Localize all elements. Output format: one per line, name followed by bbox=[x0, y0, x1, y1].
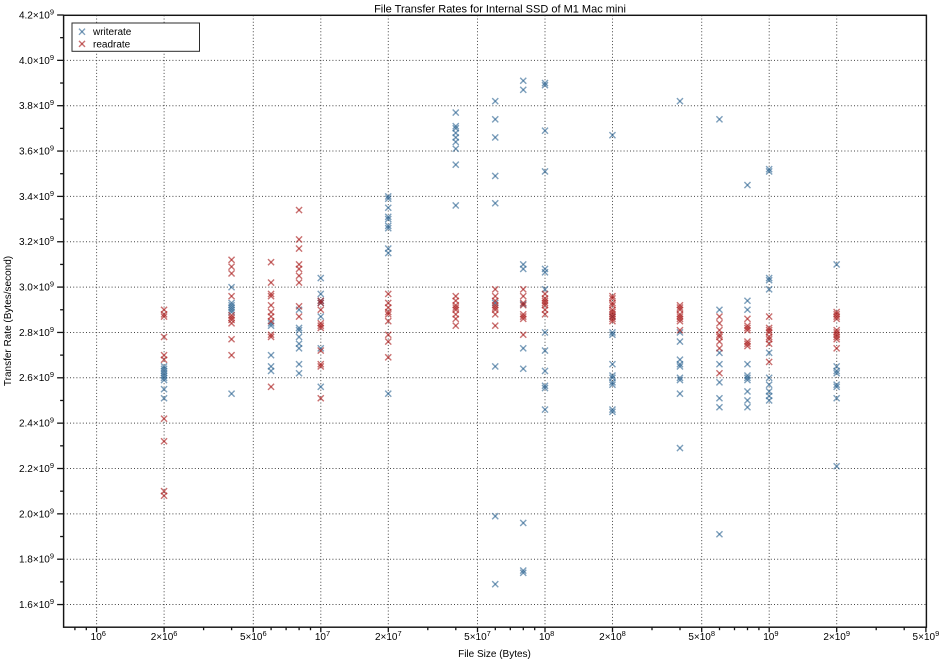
svg-text:3.0×109: 3.0×109 bbox=[19, 280, 54, 294]
svg-text:Transfer Rate (Bytes/second): Transfer Rate (Bytes/second) bbox=[3, 256, 14, 386]
svg-text:5×108: 5×108 bbox=[688, 629, 715, 643]
svg-text:3.2×109: 3.2×109 bbox=[19, 234, 54, 248]
svg-text:2×106: 2×106 bbox=[151, 629, 178, 643]
svg-text:5×109: 5×109 bbox=[913, 629, 940, 643]
svg-text:3.4×109: 3.4×109 bbox=[19, 189, 54, 203]
svg-text:2.2×109: 2.2×109 bbox=[19, 461, 54, 475]
svg-text:2.4×109: 2.4×109 bbox=[19, 416, 54, 430]
svg-text:4.0×109: 4.0×109 bbox=[19, 53, 54, 67]
svg-text:4.2×109: 4.2×109 bbox=[19, 7, 54, 21]
svg-text:writerate: writerate bbox=[92, 27, 132, 38]
svg-text:2.8×109: 2.8×109 bbox=[19, 325, 54, 339]
svg-text:1.6×109: 1.6×109 bbox=[19, 597, 54, 611]
svg-text:1.8×109: 1.8×109 bbox=[19, 552, 54, 566]
svg-text:File Transfer Rates for Intern: File Transfer Rates for Internal SSD of … bbox=[374, 4, 626, 16]
svg-text:2×109: 2×109 bbox=[823, 629, 850, 643]
svg-text:2.0×109: 2.0×109 bbox=[19, 506, 54, 520]
svg-text:5×107: 5×107 bbox=[464, 629, 491, 643]
svg-text:2×107: 2×107 bbox=[375, 629, 402, 643]
svg-text:File Size (Bytes): File Size (Bytes) bbox=[458, 649, 531, 660]
svg-text:readrate: readrate bbox=[93, 39, 131, 50]
svg-text:3.6×109: 3.6×109 bbox=[19, 143, 54, 157]
svg-text:3.8×109: 3.8×109 bbox=[19, 98, 54, 112]
svg-text:2.6×109: 2.6×109 bbox=[19, 370, 54, 384]
svg-text:2×108: 2×108 bbox=[599, 629, 626, 643]
svg-text:5×106: 5×106 bbox=[240, 629, 267, 643]
